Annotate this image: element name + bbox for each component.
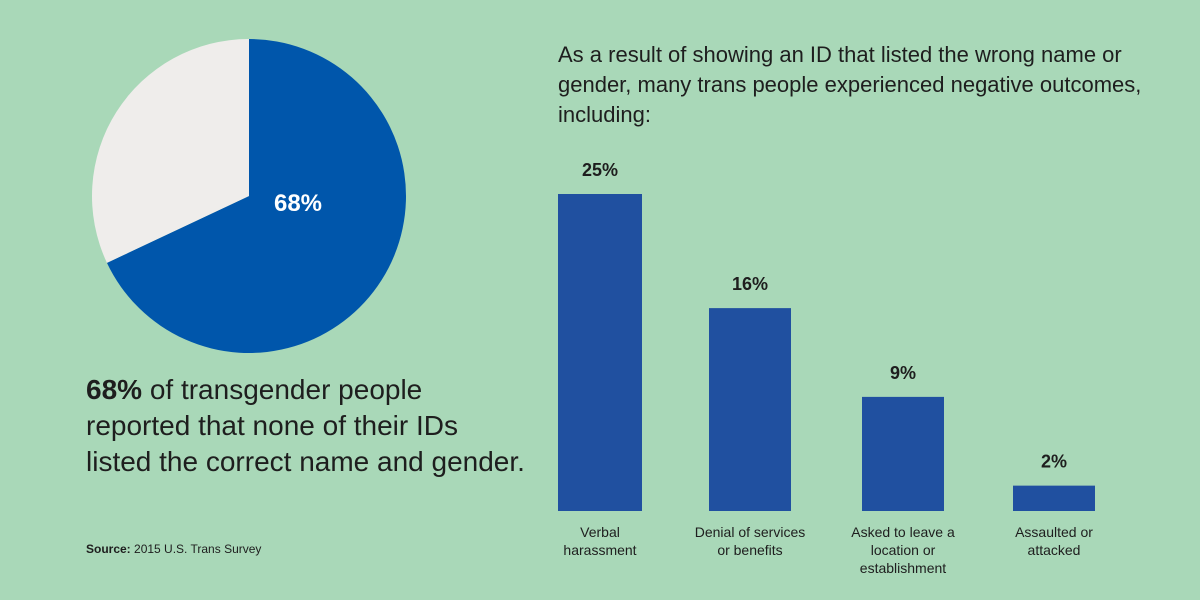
source-note: Source: 2015 U.S. Trans Survey: [86, 542, 261, 556]
bar-category-line: Verbal: [580, 524, 620, 540]
bar-category-line: location or: [870, 542, 936, 558]
bar-category-line: attacked: [1027, 542, 1081, 558]
bar-category-label-0: Verbal harassment: [530, 523, 670, 559]
bar-value-label-0: 25%: [582, 160, 618, 180]
bar-chart-title: As a result of showing an ID that listed…: [558, 42, 1142, 127]
bar-category-line: Assaulted or: [1015, 524, 1093, 540]
bar-category-label-2: Asked to leave a location or establishment: [833, 523, 973, 577]
statement-highlight: 68%: [86, 374, 143, 405]
pie-slice-1: [91, 39, 249, 263]
bar-value-label-1: 16%: [732, 274, 768, 294]
source-label: Source:: [86, 542, 131, 556]
bar-category-line: or benefits: [717, 542, 783, 558]
source-text: 2015 U.S. Trans Survey: [130, 542, 262, 556]
pie-chart: [91, 39, 407, 354]
bar-2: [862, 396, 944, 511]
bar-category-line: Denial of services: [694, 524, 806, 540]
bar-1: [709, 308, 791, 511]
pie-slice-0: [106, 39, 407, 354]
bar-category-label-3: Assaulted or attacked: [984, 523, 1124, 559]
bar-value-label-3: 2%: [1041, 452, 1067, 472]
pie-center-label: 68%: [273, 190, 323, 217]
bar-3: [1013, 485, 1095, 511]
statement-text: 68% of transgender people reported that …: [86, 372, 526, 480]
bar-category-line: Asked to leave a: [851, 524, 955, 540]
statement-rest: of transgender people reported that none…: [86, 374, 525, 477]
bar-0: [558, 194, 642, 511]
bar-category-line: establishment: [859, 560, 947, 576]
bar-category-label-1: Denial of services or benefits: [680, 523, 820, 559]
bar-category-line: harassment: [563, 542, 637, 558]
bar-value-label-2: 9%: [890, 363, 916, 383]
